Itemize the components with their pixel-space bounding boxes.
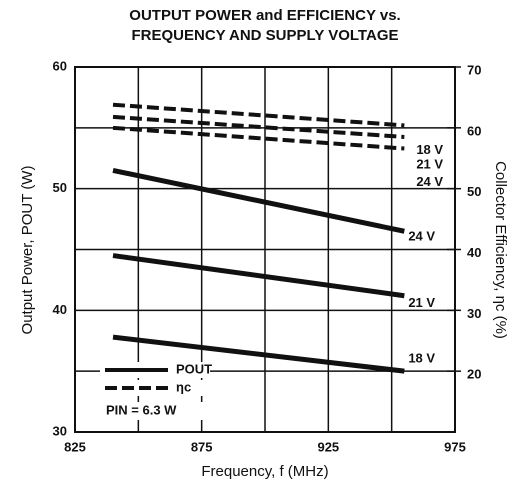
series-line [112,334,405,374]
legend-label: ηc [176,379,191,394]
y2-tick-label: 50 [467,184,481,199]
series-line [112,253,405,299]
chart-subtitle: FREQUENCY AND SUPPLY VOLTAGE [132,27,399,44]
y2-axis-label: Collector Efficiency, ηc (%) [492,161,509,339]
series-label: 21 V [408,295,435,310]
annotation: PIN = 6.3 W [106,402,177,417]
y2-tick-label: 20 [467,367,481,382]
y2-tick-label: 30 [467,306,481,321]
y-tick-label: 30 [53,423,67,438]
chart-title: OUTPUT POWER and EFFICIENCY vs. [129,7,400,24]
series-label: 18 V [408,351,435,366]
series-line [112,125,405,151]
x-tick-label: 875 [191,439,213,454]
y2-tick-label: 60 [467,123,481,138]
series-label: 24 V [408,229,435,244]
series-line [112,102,405,128]
y-axis-label: Output Power, POUT (W) [19,166,36,335]
series-line [112,167,405,234]
x-axis-label: Frequency, f (MHz) [201,463,328,480]
series-label: 18 V [416,142,443,157]
x-tick-label: 925 [317,439,339,454]
annotation-bg [100,402,230,420]
y-tick-label: 60 [53,58,67,73]
series-line [112,114,405,139]
y-tick-label: 40 [53,302,67,317]
series-label: 24 V [416,174,443,189]
x-tick-label: 975 [444,439,466,454]
y2-tick-label: 70 [467,62,481,77]
legend-bg [100,380,210,396]
y2-tick-label: 40 [467,245,481,260]
x-tick-label: 825 [64,439,86,454]
series-label: 21 V [416,156,443,171]
legend-label: POUT [176,361,212,376]
y-tick-label: 50 [53,180,67,195]
